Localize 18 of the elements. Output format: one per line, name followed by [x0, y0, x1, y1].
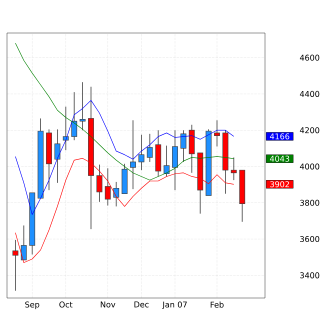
candlestick	[96, 164, 102, 202]
candlestick	[164, 145, 170, 177]
candlestick	[180, 130, 186, 162]
candlestick	[230, 157, 237, 180]
line-series	[15, 100, 234, 215]
candlestick	[172, 130, 178, 190]
candlestick	[62, 106, 69, 151]
candlestick	[113, 182, 120, 207]
candlestick	[71, 92, 78, 141]
candlestick	[188, 124, 195, 174]
candlestick	[104, 168, 111, 206]
candlestick	[130, 120, 136, 190]
candlestick	[146, 133, 153, 162]
candlestick	[138, 134, 144, 171]
candlestick	[214, 120, 220, 147]
candlestick	[54, 128, 60, 184]
candlestick	[80, 82, 86, 131]
candlestick	[20, 225, 27, 260]
